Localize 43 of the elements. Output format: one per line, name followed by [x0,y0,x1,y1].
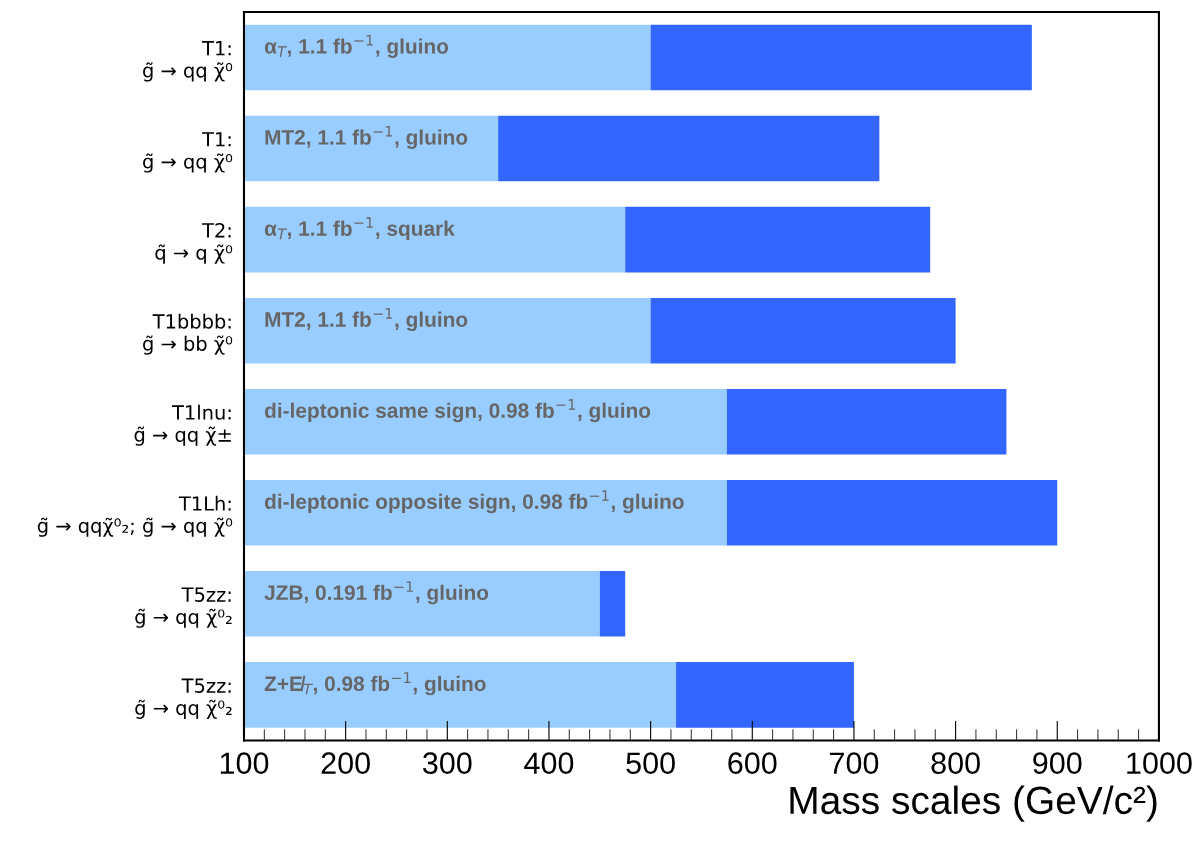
x-tick-label: 900 [1033,752,1082,774]
annotation: di-leptonic opposite sign, 0.98 fb$^{−1}$, gluino [264,490,684,514]
bar [243,479,727,546]
bar [676,662,854,728]
bar [243,115,499,182]
annotation: MT2, 1.1 fb$^{−1}$, gluino [265,125,468,149]
y-tick-label: T1: g̃ → qq χ̃⁰ [143,132,233,173]
y-tick-label: T1bbbb: g̃ → bb χ̃⁰ [143,313,233,355]
x-tick-label: 500 [626,752,675,774]
x-tick-label: 100 [220,752,269,774]
y-tick-label: T1lnu: g̃ → qq χ̃± [134,404,231,446]
bar [243,388,727,455]
x-tick-label: 800 [931,752,980,774]
x-axis-title: Mass scales (GeV/c²) [790,785,1157,822]
y-tick-label: T5zz: g̃ → qq χ̃⁰₂ [135,587,232,628]
x-tick-label: 1000 [1127,752,1192,774]
y-tick-label: T5zz: g̃ → qq χ̃⁰₂ [135,678,232,719]
annotation: di-leptonic same sign, 0.98 fb$^{−1}$, gluino [264,399,651,423]
bar [650,24,1032,91]
bar [650,297,956,364]
x-tick-label: 700 [830,752,879,774]
y-tick-label: T1: g̃ → qq χ̃⁰ [143,41,233,82]
x-tick-label: 300 [422,752,472,774]
bar [243,571,600,637]
bar [726,388,1007,455]
annotation: α$_{T}$, 1.1 fb$^{−1}$, gluino [264,34,449,58]
y-tick-label: T2: q̃ → q χ̃⁰ [155,222,233,264]
y-tick-label: T1Lh: g̃ → qqχ̃⁰₂; g̃ → qq χ̃⁰ [37,495,233,537]
bar [243,662,677,728]
bar [599,571,626,637]
bar [498,115,880,182]
annotation: α$_{T}$, 1.1 fb$^{−1}$, squark [264,217,455,241]
x-tick-label: 600 [728,752,777,774]
bar [243,297,651,364]
annotation: MT2, 1.1 fb$^{−1}$, gluino [265,308,468,332]
bar [625,206,931,273]
bar [726,479,1058,546]
annotation: JZB, 0.191 fb$^{−1}$, gluino [264,581,489,605]
bar [243,24,651,91]
x-tick-label: 200 [321,752,370,774]
annotation: Z+E̸$_{T}$, 0.98 fb$^{−1}$, gluino [264,672,486,696]
bar [243,206,626,273]
x-tick-label: 400 [524,752,574,774]
